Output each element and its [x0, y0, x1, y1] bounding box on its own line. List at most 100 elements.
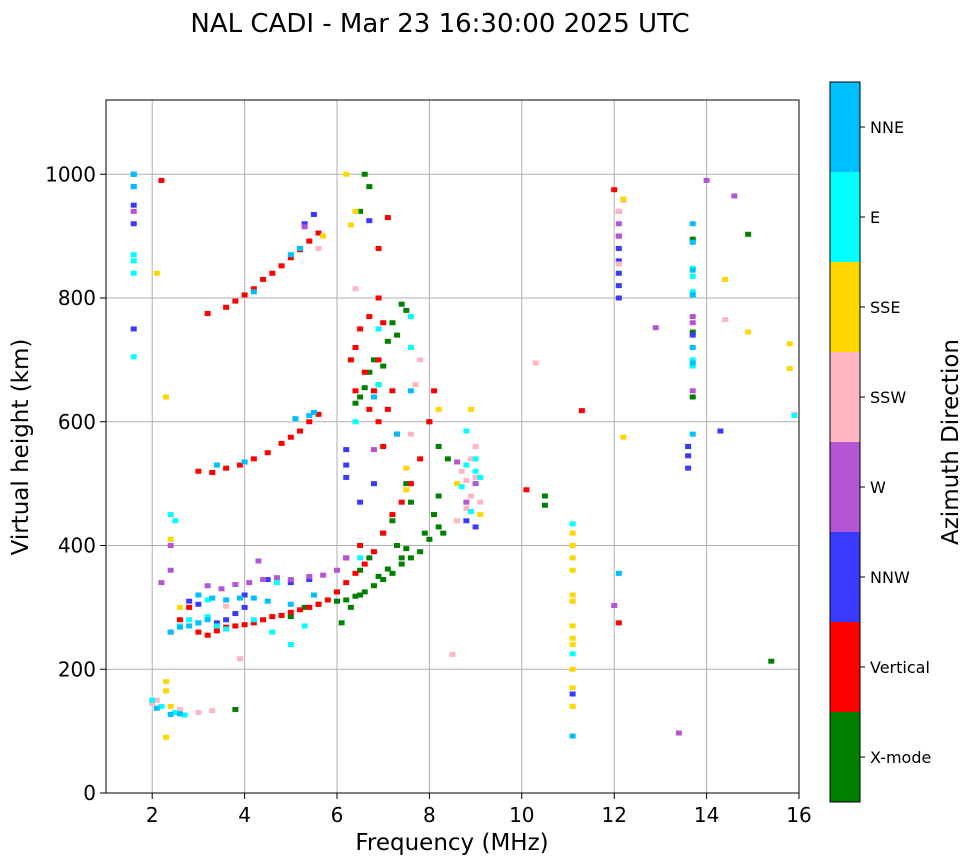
data-point: [366, 406, 373, 412]
grid-lines: [106, 100, 800, 794]
data-point: [223, 597, 230, 603]
data-point: [269, 629, 276, 635]
data-point: [615, 270, 622, 276]
colorbar-segment: [830, 82, 860, 172]
data-point: [463, 478, 470, 484]
colorbar-tick-label: SSW: [870, 388, 906, 407]
data-point: [306, 413, 313, 419]
data-point: [204, 583, 211, 589]
data-point: [357, 208, 364, 214]
colorbar-tick-label: NNE: [870, 118, 904, 137]
data-point: [361, 589, 368, 595]
data-point: [269, 270, 276, 276]
data-point: [167, 567, 174, 573]
data-point: [578, 408, 585, 414]
data-point: [454, 459, 461, 465]
data-point: [745, 231, 752, 237]
data-point: [158, 580, 165, 586]
data-point: [287, 255, 294, 261]
data-point: [167, 512, 174, 518]
data-point: [223, 603, 230, 609]
data-point: [357, 592, 364, 598]
series-nnw: [130, 171, 724, 697]
data-point: [320, 233, 327, 239]
data-point: [435, 406, 442, 412]
data-point: [472, 481, 479, 487]
data-point: [403, 465, 410, 471]
data-point: [204, 597, 211, 603]
data-point: [195, 601, 202, 607]
data-point: [689, 320, 696, 326]
data-point: [463, 505, 470, 511]
data-point: [269, 614, 276, 620]
data-point: [786, 341, 793, 347]
data-point: [370, 481, 377, 487]
data-point: [130, 270, 137, 276]
data-point: [167, 711, 174, 717]
data-point: [615, 233, 622, 239]
colorbar-tick-label: E: [870, 208, 880, 227]
data-point: [689, 345, 696, 350]
data-point: [264, 450, 271, 456]
data-point: [380, 363, 387, 369]
x-tick-label: 12: [601, 803, 626, 827]
data-point: [278, 440, 285, 446]
data-point: [241, 622, 248, 628]
data-point: [213, 628, 220, 634]
data-point: [689, 329, 696, 335]
data-point: [370, 447, 377, 453]
data-point: [689, 273, 696, 279]
data-point: [324, 597, 331, 603]
data-point: [357, 555, 364, 561]
data-point: [615, 246, 622, 251]
data-point: [675, 730, 682, 736]
data-point: [343, 447, 350, 453]
data-point: [569, 543, 576, 548]
data-point: [232, 623, 239, 629]
data-point: [403, 307, 410, 313]
data-point: [467, 508, 474, 514]
data-point: [731, 193, 738, 199]
data-point: [722, 317, 729, 323]
x-tick-label: 14: [694, 803, 719, 827]
data-point: [375, 326, 382, 332]
data-point: [569, 521, 576, 527]
data-point: [569, 691, 576, 697]
data-point: [615, 261, 622, 267]
data-point: [273, 575, 280, 581]
data-point: [569, 623, 576, 629]
data-point: [343, 474, 350, 480]
data-point: [389, 388, 396, 394]
data-point: [569, 635, 576, 641]
data-point: [403, 481, 410, 487]
data-point: [260, 577, 267, 583]
data-point: [195, 710, 202, 716]
data-point: [163, 734, 170, 740]
x-axis-ticks: 2 4 6 8 10 12 14 16: [146, 793, 812, 827]
data-point: [130, 171, 137, 177]
data-point: [149, 697, 156, 703]
data-point: [463, 462, 470, 468]
data-point: [172, 710, 179, 716]
data-point: [569, 598, 576, 604]
colorbar-segment: [830, 712, 860, 802]
data-point: [384, 215, 391, 221]
colorbar-tick-label: W: [870, 478, 886, 497]
data-point: [541, 493, 548, 499]
data-point: [569, 666, 576, 672]
data-point: [287, 642, 294, 647]
data-point: [250, 456, 257, 462]
y-tick-label: 200: [58, 657, 96, 681]
data-point: [417, 549, 424, 555]
data-point: [472, 456, 479, 462]
x-tick-label: 10: [509, 803, 534, 827]
data-point: [167, 543, 174, 548]
data-point: [246, 580, 253, 586]
data-point: [431, 388, 438, 394]
data-point: [163, 679, 170, 685]
data-point: [301, 623, 308, 629]
data-point: [223, 626, 230, 632]
data-point: [458, 468, 465, 474]
data-point: [213, 623, 220, 629]
plot-frame-bg: [106, 100, 799, 793]
